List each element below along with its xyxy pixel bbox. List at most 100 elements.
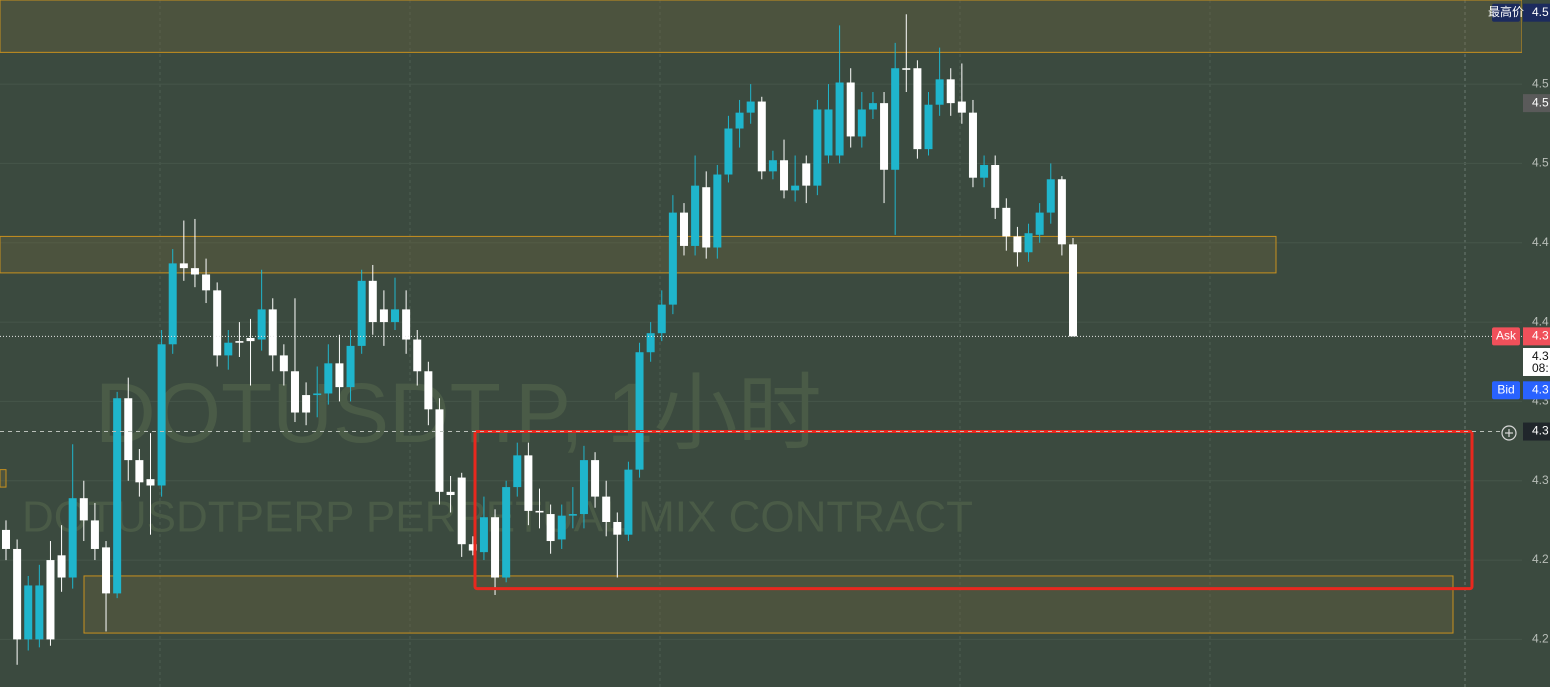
candle-body xyxy=(735,112,744,129)
y-tick-label: 4.3 xyxy=(1532,473,1549,487)
price-marker-label: 4.3 xyxy=(1532,349,1549,363)
zone xyxy=(83,575,1454,634)
candle-body xyxy=(179,263,188,269)
price-marker-tag xyxy=(1492,327,1520,346)
candles xyxy=(0,14,1522,665)
crosshair-circle xyxy=(1501,425,1517,441)
candle-body xyxy=(824,109,833,156)
candle-body xyxy=(502,487,511,578)
candle-body xyxy=(102,547,111,594)
price-marker-tag xyxy=(1492,3,1520,22)
candle-body xyxy=(1035,212,1044,235)
candle-body xyxy=(679,212,688,246)
candle-body xyxy=(391,309,400,323)
candle-body xyxy=(357,280,366,346)
candle-body xyxy=(24,585,33,640)
price-marker xyxy=(1523,327,1550,346)
price-marker-tag-label: 最高价 xyxy=(1488,4,1524,19)
zone xyxy=(0,469,7,488)
candle-body xyxy=(657,304,666,334)
candle-body xyxy=(668,212,677,305)
candle-body xyxy=(613,521,622,535)
candle-body xyxy=(257,309,266,340)
candle-body xyxy=(768,160,777,172)
price-marker-label: 4.5 xyxy=(1532,95,1549,109)
candle-body xyxy=(880,103,889,170)
candle-body xyxy=(479,517,488,553)
candle-body xyxy=(335,363,344,388)
candle-body xyxy=(79,498,88,521)
candle-body xyxy=(124,398,133,461)
candle-body xyxy=(535,510,544,513)
price-marker-countdown: 08: xyxy=(1532,361,1549,375)
price-marker-tag-label: Bid xyxy=(1497,382,1514,396)
y-tick-label: 4.2 xyxy=(1532,632,1549,646)
candle-body xyxy=(491,517,500,578)
highlight-box xyxy=(473,430,1474,591)
candle-body xyxy=(791,185,800,191)
candle-body xyxy=(635,352,644,470)
candle-body xyxy=(868,103,877,110)
candle-body xyxy=(457,477,466,545)
candle-body xyxy=(268,309,277,356)
candle-body xyxy=(980,165,989,178)
candle-body xyxy=(290,371,299,413)
candle-body xyxy=(846,82,855,137)
candle-body xyxy=(902,68,911,70)
price-marker xyxy=(1523,347,1550,376)
price-marker-tag xyxy=(1492,381,1520,400)
candle-body xyxy=(691,185,700,246)
watermark-title: DOTUSDT.P, 1小时 xyxy=(95,366,822,460)
candle-body xyxy=(891,68,900,170)
candle-body xyxy=(302,395,311,413)
zones xyxy=(0,0,1523,634)
candle-body xyxy=(646,333,655,353)
candle-body xyxy=(991,165,1000,208)
candle-body xyxy=(224,342,233,356)
candle-body xyxy=(346,345,355,388)
candle-body xyxy=(313,393,322,396)
y-tick-label: 4.4 xyxy=(1532,235,1549,249)
candle-body xyxy=(591,460,600,497)
candle-body xyxy=(435,409,444,492)
candle-body xyxy=(1069,244,1077,337)
crosshair-button[interactable] xyxy=(1501,425,1517,441)
candle-body xyxy=(113,398,122,594)
candle-body xyxy=(513,455,522,488)
candle-body xyxy=(213,290,222,356)
candle-body xyxy=(1046,179,1055,213)
candle-body xyxy=(724,128,733,175)
candle-body xyxy=(713,174,722,248)
price-marker xyxy=(1523,3,1550,22)
candle-body xyxy=(246,337,255,342)
candle-body xyxy=(157,344,166,486)
y-tick-label: 4.4 xyxy=(1532,314,1549,328)
candle-body xyxy=(935,79,944,105)
price-marker xyxy=(1523,422,1550,441)
candle-body xyxy=(813,109,822,186)
candle-body xyxy=(168,263,177,345)
price-marker xyxy=(1523,381,1550,400)
candle-body xyxy=(57,555,66,578)
candle-body xyxy=(190,268,199,275)
price-marker-label: 4.5 xyxy=(1532,5,1549,19)
candle-body xyxy=(379,309,388,323)
candle-body xyxy=(946,79,955,104)
y-tick-label: 4.5 xyxy=(1532,156,1549,170)
candle-body xyxy=(568,514,577,516)
candle-body xyxy=(1013,236,1022,253)
candle-body xyxy=(557,515,566,540)
candle-body xyxy=(279,355,288,372)
candle-body xyxy=(1024,233,1033,253)
candle-body xyxy=(780,160,789,191)
candle-body xyxy=(602,496,611,522)
candle-body xyxy=(746,101,755,113)
candle-body xyxy=(857,109,866,137)
candle-body xyxy=(90,520,99,549)
candle-body xyxy=(579,460,588,515)
candle-body xyxy=(235,341,244,343)
